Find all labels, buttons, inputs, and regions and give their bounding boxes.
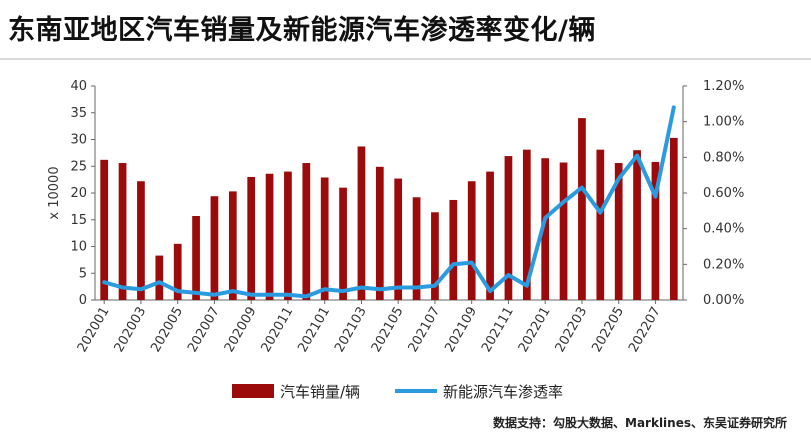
x-tick-label: 202007 [185, 305, 223, 355]
x-tick-label: 202111 [479, 305, 517, 355]
x-tick-label: 202109 [442, 305, 480, 355]
right-y-tick-label: 0.60% [703, 186, 744, 201]
x-tick-label: 202101 [295, 305, 333, 355]
left-y-tick-label: 5 [79, 266, 87, 281]
bar [302, 163, 311, 300]
right-y-tick-label: 0.40% [703, 222, 744, 237]
bar [265, 173, 274, 300]
x-tick-label: 202201 [516, 305, 554, 355]
bar [357, 146, 366, 300]
bar [284, 171, 292, 300]
right-y-tick-label: 1.20% [703, 79, 744, 94]
legend-swatch-sales [232, 384, 274, 398]
bar [559, 162, 568, 300]
left-y-tick-label: 30 [70, 133, 87, 148]
bar [173, 243, 182, 300]
x-tick-label: 202011 [259, 305, 297, 355]
bar [486, 171, 494, 300]
right-y-tick-label: 0.80% [703, 150, 744, 165]
bar [192, 216, 200, 300]
left-y-tick-label: 20 [70, 186, 87, 201]
bar [118, 163, 127, 300]
bar [467, 181, 476, 300]
bar [100, 159, 109, 300]
left-y-tick-label: 35 [70, 106, 87, 121]
chart-panel: 0 5 10 15 20 25 30 35 40 0.00% 0.20% 0.40% 0.60% 0.80… [0, 62, 811, 432]
x-tick-label: 202105 [369, 305, 407, 355]
left-y-tick-label: 0 [79, 293, 87, 308]
x-tick-label: 202005 [148, 305, 186, 355]
x-tick-label: 202009 [222, 305, 260, 355]
bar [394, 178, 403, 300]
bar [320, 177, 329, 300]
x-tick-label: 202203 [553, 305, 591, 355]
data-source-note: 数据支持：勾股大数据、Marklines、东吴证券研究所 [493, 416, 787, 430]
x-tick-label: 202205 [589, 305, 627, 355]
bar [137, 181, 145, 300]
title-divider [0, 58, 811, 60]
bar [228, 191, 237, 300]
bar [633, 150, 641, 300]
bar [522, 149, 531, 300]
chart-title: 东南亚地区汽车销量及新能源汽车渗透率变化/辆 [8, 15, 596, 46]
bar [431, 212, 439, 300]
left-y-axis-label: x 10000 [47, 166, 62, 219]
left-y-tick-label: 10 [70, 240, 87, 255]
bar [247, 176, 256, 300]
right-y-tick-label: 0.00% [703, 293, 744, 308]
bar [504, 156, 513, 300]
x-tick-label: 202107 [406, 305, 444, 355]
x-tick-label: 202207 [626, 305, 664, 355]
bar [339, 187, 347, 300]
bar [375, 166, 384, 300]
x-tick-label: 202003 [112, 305, 150, 355]
bar [578, 118, 586, 300]
legend-label-rate: 新能源汽车渗透率 [443, 383, 563, 401]
x-tick-label: 202001 [75, 305, 113, 355]
left-y-tick-label: 15 [70, 213, 87, 228]
bar [412, 197, 421, 300]
right-y-tick-label: 1.00% [703, 115, 744, 130]
left-y-tick-label: 40 [70, 79, 87, 94]
x-tick-label: 202103 [332, 305, 370, 355]
left-y-tick-label: 25 [70, 159, 87, 174]
bar [614, 163, 623, 300]
bar [541, 158, 550, 300]
bar [155, 255, 164, 300]
bar [449, 199, 458, 300]
bar [669, 137, 678, 300]
bar [210, 196, 219, 300]
combo-chart: 0 5 10 15 20 25 30 35 40 0.00% 0.20% 0.40% 0.60% 0.80… [47, 79, 744, 401]
bar [651, 161, 660, 300]
right-y-tick-label: 0.20% [703, 257, 744, 272]
legend-label-sales: 汽车销量/辆 [280, 383, 360, 401]
penetration-rate-line [102, 105, 676, 299]
bar [596, 149, 605, 300]
